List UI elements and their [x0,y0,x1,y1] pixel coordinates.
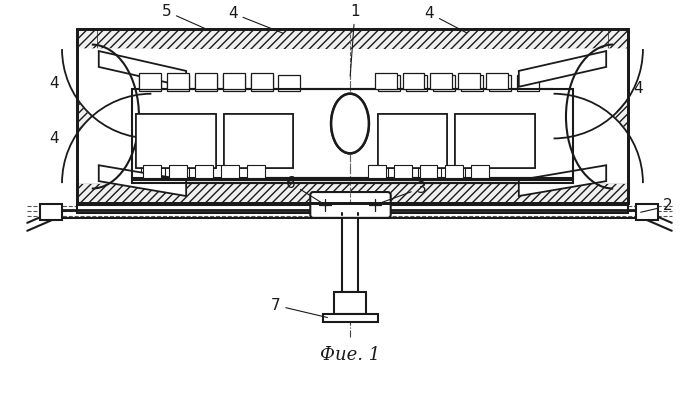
Text: 4: 4 [424,6,467,33]
Bar [419,165,438,178]
Bar [213,165,231,178]
Bar [167,75,189,91]
Text: 1: 1 [350,4,360,76]
Bar [77,29,628,203]
Bar [237,165,254,178]
Ellipse shape [331,94,369,153]
Bar [445,165,463,178]
Text: 4: 4 [228,6,283,33]
Bar [77,29,628,49]
Bar [195,73,217,89]
Text: 3: 3 [377,181,426,204]
Bar [165,165,183,178]
Bar [223,73,245,89]
Bar [394,165,412,178]
Bar [377,113,447,168]
Bar [77,29,628,203]
Bar [375,73,396,89]
Bar [554,49,608,183]
Ellipse shape [331,94,369,153]
Bar [459,73,480,89]
Bar [96,49,608,183]
Bar [394,165,412,178]
Bar [195,165,213,178]
Bar [455,113,535,168]
Bar [131,180,573,183]
Wedge shape [62,49,152,139]
Text: Фие. 1: Фие. 1 [320,346,380,364]
Bar [131,89,573,178]
Bar [143,165,161,178]
Bar [517,75,539,91]
Bar [77,205,628,213]
Bar [136,113,216,168]
Bar [461,75,483,91]
Text: 5: 5 [161,4,208,30]
Bar [278,75,301,91]
Bar [377,113,447,168]
Bar [169,165,187,178]
Bar [224,113,294,168]
Bar [131,89,573,178]
Text: 4: 4 [617,81,643,111]
Bar [466,165,483,178]
Polygon shape [99,165,186,196]
Text: 6: 6 [285,176,323,203]
Bar [251,73,273,89]
Bar [247,165,265,178]
Wedge shape [554,49,643,139]
Bar [96,49,152,183]
Bar [167,73,189,89]
Bar [403,73,424,89]
Text: 4: 4 [49,76,59,91]
Bar [342,215,358,293]
Bar [489,75,511,91]
Bar [377,75,400,91]
Bar [608,29,628,203]
Bar [417,165,435,178]
Wedge shape [62,94,152,183]
Bar [195,75,217,91]
Bar [433,75,455,91]
Bar [342,195,358,213]
Polygon shape [519,165,606,196]
Wedge shape [554,94,643,183]
Bar [441,165,459,178]
Bar [636,204,658,220]
Bar [40,204,62,220]
Bar [189,165,207,178]
Bar [221,165,239,178]
Bar [431,73,452,89]
Bar [77,29,96,203]
Bar [140,75,161,91]
Bar [131,180,573,183]
Bar [251,75,273,91]
Bar [77,29,628,203]
Bar [323,314,377,322]
Text: 7: 7 [271,298,327,318]
Bar [136,113,216,168]
Text: 2: 2 [641,199,672,213]
Bar [223,75,245,91]
Bar [334,293,366,314]
Bar [455,113,535,168]
Bar [486,73,508,89]
Polygon shape [99,51,186,87]
Text: 4: 4 [49,131,59,146]
Bar [224,113,294,168]
Bar [370,165,388,178]
Polygon shape [519,51,606,87]
FancyBboxPatch shape [310,192,391,218]
Bar [77,183,628,203]
Bar [405,75,428,91]
Bar [141,165,159,178]
Bar [140,73,161,89]
Bar [471,165,489,178]
Bar [368,165,386,178]
